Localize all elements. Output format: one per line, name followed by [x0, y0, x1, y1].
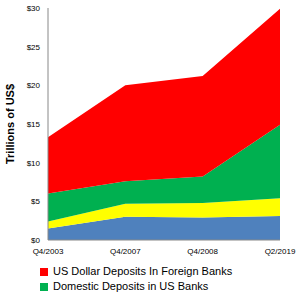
svg-text:$10: $10	[27, 159, 41, 168]
svg-text:Q2/2019: Q2/2019	[265, 247, 292, 256]
html-text:US Dollar Deposits In Foreign: US Dollar Deposits In Foreign Banks	[53, 265, 233, 277]
svg-text:Trillions of US$: Trillions of US$	[8, 84, 16, 164]
svg-text:Q4/2007: Q4/2007	[110, 247, 141, 256]
html-text:Domestic Deposits in US Banks: Domestic Deposits in US Banks	[53, 280, 209, 292]
svg-text:$20: $20	[27, 81, 41, 90]
svg-text:Q4/2003: Q4/2003	[33, 247, 64, 256]
svg-text:$25: $25	[27, 43, 41, 52]
svg-text:$0: $0	[31, 236, 40, 245]
svg-text:$5: $5	[31, 197, 40, 206]
svg-text:$30: $30	[27, 4, 41, 13]
svg-text:$15: $15	[27, 120, 41, 129]
svg-text:Q4/2008: Q4/2008	[187, 247, 218, 256]
